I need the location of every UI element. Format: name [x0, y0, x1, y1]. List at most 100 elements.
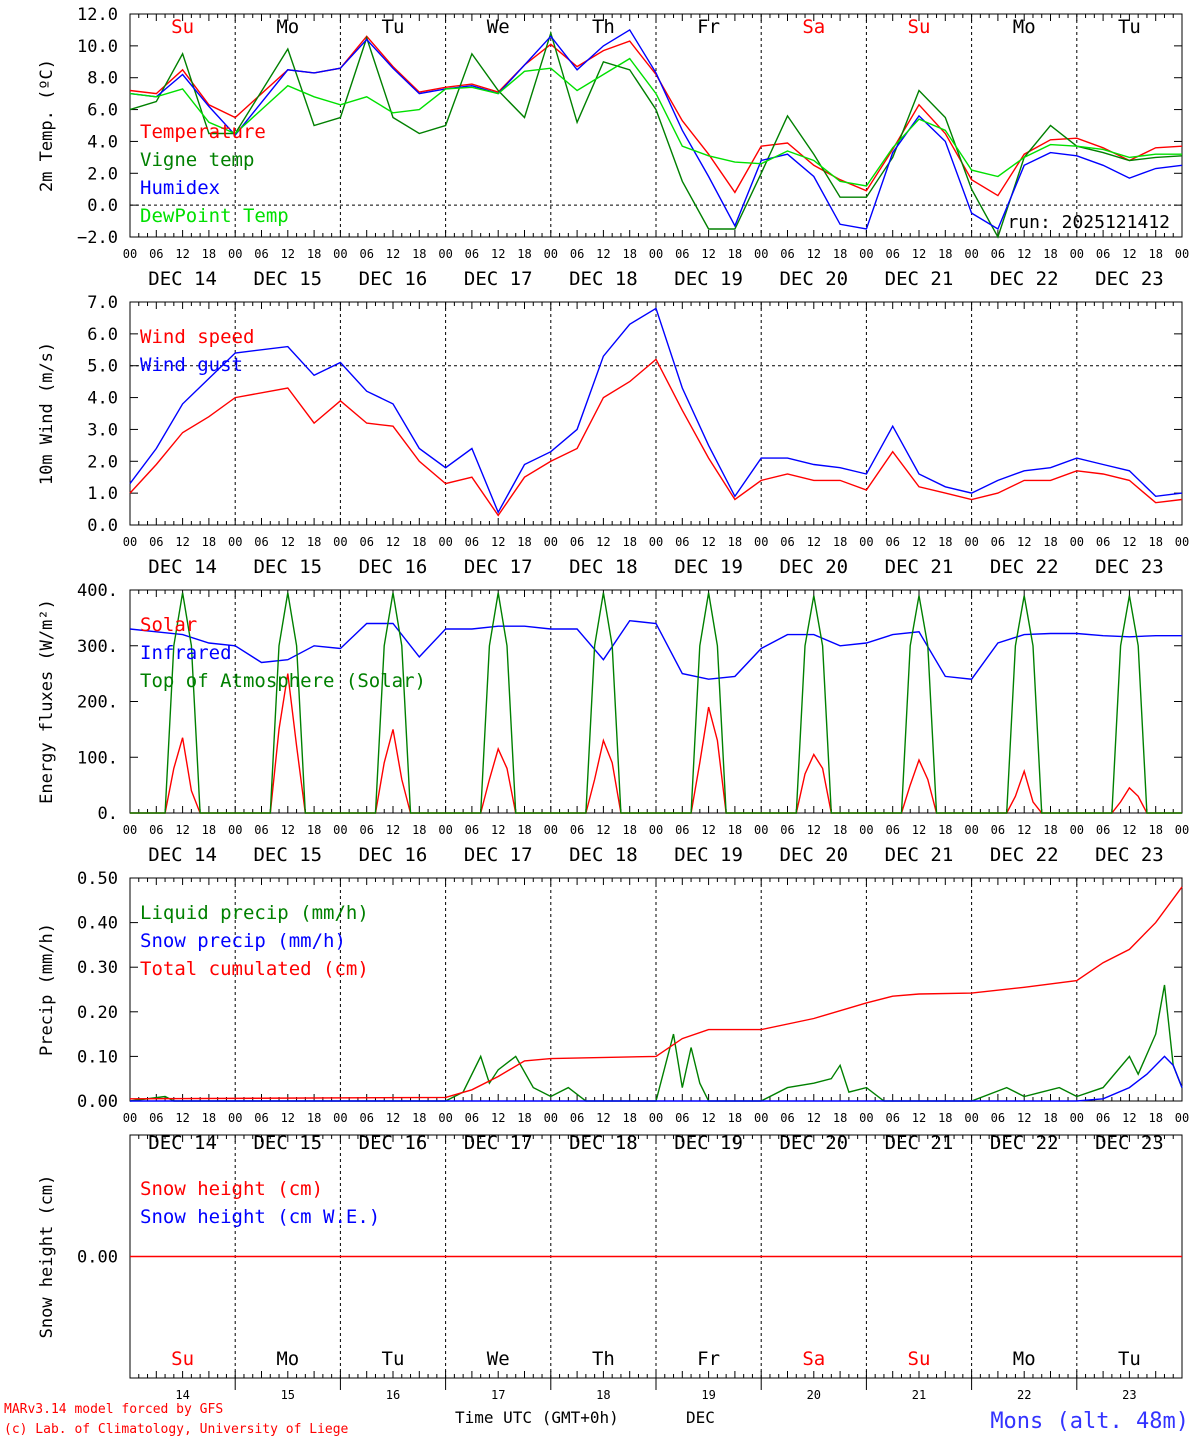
y-tick-label: 0.50: [77, 869, 118, 889]
hour-tick-label: 12: [491, 535, 505, 549]
hour-tick-label: 06: [780, 247, 794, 261]
hour-tick-label: 12: [491, 1111, 505, 1125]
series-line: [129, 307, 1183, 514]
hour-tick-label: 00: [544, 1111, 558, 1125]
legend-entry: Snow height (cm): [140, 1178, 323, 1200]
hour-tick-label: 18: [1043, 823, 1057, 837]
hour-tick-label: 18: [202, 247, 216, 261]
hour-tick-label: 00: [1175, 247, 1189, 261]
hour-tick-label: 00: [544, 247, 558, 261]
hour-tick-label: 12: [175, 247, 189, 261]
weekday-label: Su: [171, 16, 194, 38]
hour-tick-label: 00: [859, 535, 873, 549]
date-label: DEC 17: [464, 556, 533, 578]
hour-tick-label: 18: [938, 823, 952, 837]
hour-tick-label: 06: [675, 535, 689, 549]
day-number-label: 17: [491, 1388, 505, 1402]
hour-tick-label: 12: [701, 823, 715, 837]
hour-tick-label: 18: [517, 535, 531, 549]
hour-tick-label: 12: [701, 535, 715, 549]
y-tick-label: 1.0: [87, 484, 118, 504]
hour-tick-label: 06: [254, 823, 268, 837]
hour-tick-label: 06: [780, 535, 794, 549]
hour-tick-label: 18: [307, 535, 321, 549]
day-number-label: 14: [175, 1388, 189, 1402]
y-axis-title: 2m Temp. (ºC): [37, 59, 57, 192]
hour-tick-label: 06: [465, 247, 479, 261]
hour-tick-label: 18: [1148, 535, 1162, 549]
y-tick-label: 400.: [77, 581, 118, 601]
hour-tick-label: 00: [1070, 535, 1084, 549]
hour-tick-label: 18: [412, 1111, 426, 1125]
weekday-label: Mo: [276, 1348, 299, 1370]
date-label: DEC 17: [464, 268, 533, 290]
hour-tick-label: 12: [281, 823, 295, 837]
hour-tick-label: 18: [728, 535, 742, 549]
series-line: [129, 619, 1182, 680]
legend-entry: Wind speed: [140, 326, 254, 348]
hour-tick-label: 06: [254, 535, 268, 549]
hour-tick-label: 12: [596, 823, 610, 837]
weekday-label: We: [487, 1348, 510, 1370]
hour-tick-label: 00: [228, 1111, 242, 1125]
hour-tick-label: 18: [622, 823, 636, 837]
weekday-label: Mo: [276, 16, 299, 38]
legend-entry: Total cumulated (cm): [140, 958, 369, 980]
day-number-label: 15: [281, 1388, 295, 1402]
station-label: Mons (alt. 48m): [990, 1409, 1189, 1434]
date-label: DEC 22: [990, 844, 1059, 866]
panel-3: 400. 300. 200. 100. 0. Energy fluxes (W/m²) So…: [37, 581, 1189, 866]
date-label: DEC 20: [779, 268, 848, 290]
hour-tick-label: 12: [386, 823, 400, 837]
date-label: DEC 20: [779, 556, 848, 578]
y-tick-label: 0.00: [77, 1248, 118, 1268]
hour-tick-label: 12: [912, 535, 926, 549]
hour-tick-label: 06: [570, 247, 584, 261]
hour-tick-label: 18: [728, 1111, 742, 1125]
date-label: DEC 21: [885, 268, 954, 290]
hour-tick-label: 06: [570, 823, 584, 837]
y-tick-label: 0.10: [77, 1047, 118, 1067]
hour-tick-label: 00: [754, 247, 768, 261]
run-label: run: 2025121412: [1007, 212, 1170, 233]
weekday-label: Sa: [802, 1348, 825, 1370]
weekday-label: Tu: [382, 1348, 405, 1370]
hour-tick-label: 12: [491, 247, 505, 261]
hour-tick-label: 18: [517, 1111, 531, 1125]
weekday-label: Su: [908, 16, 931, 38]
hour-tick-label: 00: [1175, 1111, 1189, 1125]
hour-tick-label: 06: [359, 1111, 373, 1125]
panel-frame: [129, 301, 1183, 526]
y-axis-title: Energy fluxes (W/m²): [37, 599, 57, 804]
y-tick-label: −2.0: [77, 228, 118, 248]
weekday-label: Sa: [802, 16, 825, 38]
y-tick-label: 4.0: [87, 132, 118, 152]
hour-tick-label: 06: [780, 1111, 794, 1125]
y-tick-label: 300.: [77, 637, 118, 657]
legend-entry: Humidex: [140, 177, 220, 199]
hour-tick-label: 12: [175, 535, 189, 549]
hour-tick-label: 00: [754, 535, 768, 549]
hour-tick-label: 00: [438, 1111, 452, 1125]
hour-tick-label: 06: [254, 1111, 268, 1125]
day-number-label: 18: [596, 1388, 610, 1402]
date-label: DEC 16: [359, 556, 428, 578]
hour-tick-label: 18: [412, 535, 426, 549]
hour-tick-label: 12: [1122, 535, 1136, 549]
hour-tick-label: 06: [1096, 1111, 1110, 1125]
hour-tick-label: 06: [1096, 823, 1110, 837]
day-number-label: 22: [1017, 1388, 1031, 1402]
y-tick-label: 0.40: [77, 914, 118, 934]
hour-tick-label: 06: [675, 823, 689, 837]
series-line: [130, 592, 1182, 814]
hour-tick-label: 18: [728, 823, 742, 837]
y-tick-label: 3.0: [87, 420, 118, 440]
date-label: DEC 15: [253, 844, 322, 866]
date-label: DEC 20: [779, 844, 848, 866]
hour-tick-label: 06: [465, 535, 479, 549]
hour-tick-label: 06: [359, 247, 373, 261]
hour-tick-label: 00: [123, 535, 137, 549]
date-label: DEC 23: [1095, 268, 1164, 290]
hour-tick-label: 18: [412, 247, 426, 261]
x-axis-month: DEC: [686, 1408, 715, 1427]
